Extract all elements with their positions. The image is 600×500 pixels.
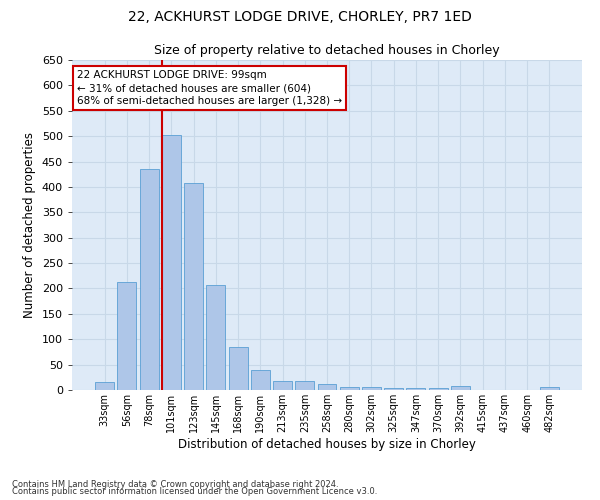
Text: Contains HM Land Registry data © Crown copyright and database right 2024.: Contains HM Land Registry data © Crown c… bbox=[12, 480, 338, 489]
Text: 22, ACKHURST LODGE DRIVE, CHORLEY, PR7 1ED: 22, ACKHURST LODGE DRIVE, CHORLEY, PR7 1… bbox=[128, 10, 472, 24]
Text: 22 ACKHURST LODGE DRIVE: 99sqm
← 31% of detached houses are smaller (604)
68% of: 22 ACKHURST LODGE DRIVE: 99sqm ← 31% of … bbox=[77, 70, 342, 106]
Bar bbox=[184, 184, 203, 390]
Bar bbox=[95, 382, 114, 390]
Bar bbox=[384, 388, 403, 390]
Bar bbox=[273, 381, 292, 390]
Bar bbox=[206, 285, 225, 390]
Bar bbox=[406, 388, 425, 390]
Bar bbox=[317, 384, 337, 390]
Bar bbox=[251, 370, 270, 390]
Text: Contains public sector information licensed under the Open Government Licence v3: Contains public sector information licen… bbox=[12, 487, 377, 496]
Y-axis label: Number of detached properties: Number of detached properties bbox=[23, 132, 36, 318]
Bar bbox=[140, 169, 158, 390]
Bar bbox=[162, 134, 181, 390]
Bar bbox=[451, 386, 470, 390]
Bar bbox=[118, 282, 136, 390]
Bar bbox=[340, 387, 359, 390]
X-axis label: Distribution of detached houses by size in Chorley: Distribution of detached houses by size … bbox=[178, 438, 476, 450]
Bar bbox=[229, 347, 248, 390]
Bar bbox=[429, 388, 448, 390]
Bar bbox=[295, 381, 314, 390]
Bar bbox=[540, 388, 559, 390]
Title: Size of property relative to detached houses in Chorley: Size of property relative to detached ho… bbox=[154, 44, 500, 58]
Bar bbox=[362, 388, 381, 390]
